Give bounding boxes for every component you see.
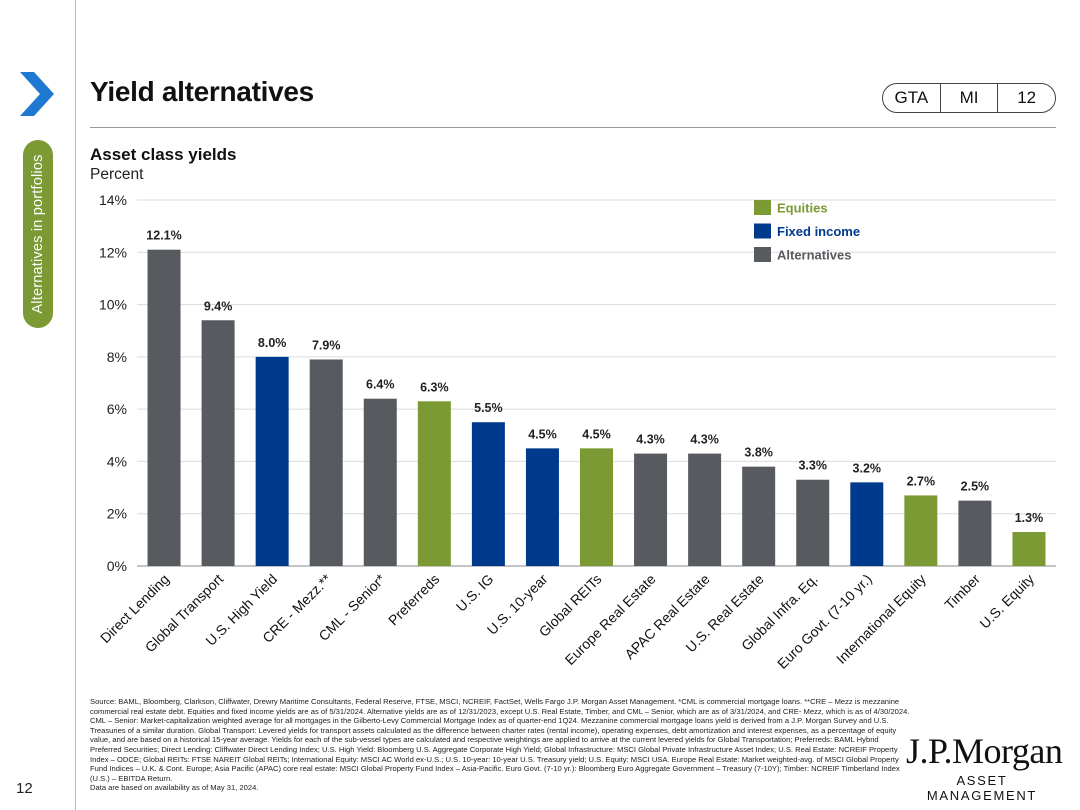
logo-main: J.P.Morgan [906, 731, 1063, 771]
page-number: 12 [16, 780, 33, 797]
y-tick-label: 8% [107, 349, 127, 365]
legend-swatch [754, 247, 771, 262]
bar [201, 320, 235, 566]
x-tick-label: International Equity [833, 571, 929, 667]
data-label: 6.3% [420, 380, 449, 394]
y-tick-label: 2% [107, 506, 127, 522]
data-label: 2.7% [907, 474, 936, 488]
chart-title: Asset class yields [90, 145, 237, 164]
bar [688, 453, 722, 566]
data-label: 4.3% [636, 433, 665, 447]
logo-sub: ASSET MANAGEMENT [926, 773, 1038, 803]
data-label: 4.3% [690, 433, 719, 447]
legend-label: Equities [777, 201, 828, 216]
source-footnote: Source: BAML, Bloomberg, Clarkson, Cliff… [90, 697, 910, 793]
data-label: 5.5% [474, 401, 503, 415]
y-tick-label: 4% [107, 453, 127, 469]
legend-swatch [754, 223, 771, 239]
bar [904, 495, 938, 566]
data-label: 3.8% [744, 446, 773, 460]
y-tick-label: 10% [99, 297, 127, 313]
tag-gta: GTA [894, 88, 929, 107]
tag-mi: MI [939, 84, 998, 112]
tag-page: 12 [997, 84, 1055, 112]
chevron-right-icon[interactable] [18, 70, 56, 118]
title-divider [90, 127, 1056, 128]
jpmorgan-logo: J.P.Morgan ASSET MANAGEMENT [906, 731, 1063, 803]
bar [850, 482, 884, 566]
chart-subtitle: Percent [90, 166, 144, 183]
bar [580, 448, 613, 566]
bar [958, 500, 992, 566]
x-tick-label: Europe Real Estate [562, 571, 659, 668]
page-title: Yield alternatives [90, 76, 314, 107]
bar [147, 249, 181, 566]
source-text: Source: BAML, Bloomberg, Clarkson, Cliff… [90, 697, 910, 783]
bar [1012, 532, 1046, 566]
y-tick-label: 0% [107, 558, 127, 574]
data-label: 3.2% [853, 461, 882, 475]
bar-chart: 0%2%4%6%8%10%12%14%12.1%Direct Lending9.… [97, 192, 1056, 672]
slide-tags: GTA MI 12 [882, 83, 1056, 113]
bar [471, 422, 505, 566]
data-label: 8.0% [258, 336, 287, 350]
data-label: 9.4% [204, 299, 233, 313]
data-label: 6.4% [366, 378, 395, 392]
x-tick-label: Euro Govt. (7-10 yr.) [774, 571, 875, 672]
bar [525, 448, 559, 566]
availability-note: Data are based on availability as of May… [90, 783, 259, 793]
sidebar-divider [75, 0, 76, 810]
legend-label: Fixed income [777, 224, 860, 239]
data-label: 2.5% [961, 480, 990, 494]
data-label: 7.9% [312, 338, 341, 352]
bar [417, 401, 451, 566]
bar [796, 479, 830, 566]
legend-label: Alternatives [777, 248, 851, 263]
bar [742, 466, 776, 566]
x-tick-label: Preferreds [385, 571, 443, 629]
bar [634, 453, 668, 566]
data-label: 4.5% [528, 427, 557, 441]
x-tick-label: U.S. IG [453, 571, 497, 615]
bar [363, 398, 397, 566]
x-tick-label: U.S. Equity [976, 571, 1037, 632]
legend-swatch [754, 200, 771, 215]
x-tick-label: Timber [941, 571, 983, 613]
y-tick-label: 14% [99, 192, 127, 208]
y-tick-label: 12% [99, 244, 127, 260]
data-label: 1.3% [1015, 511, 1044, 525]
section-tab[interactable]: Alternatives in portfolios [23, 140, 53, 328]
bar [255, 356, 289, 566]
data-label: 4.5% [582, 427, 611, 441]
data-label: 3.3% [798, 459, 827, 473]
data-label: 12.1% [146, 229, 181, 243]
y-tick-label: 6% [107, 401, 127, 417]
bar [309, 359, 343, 566]
